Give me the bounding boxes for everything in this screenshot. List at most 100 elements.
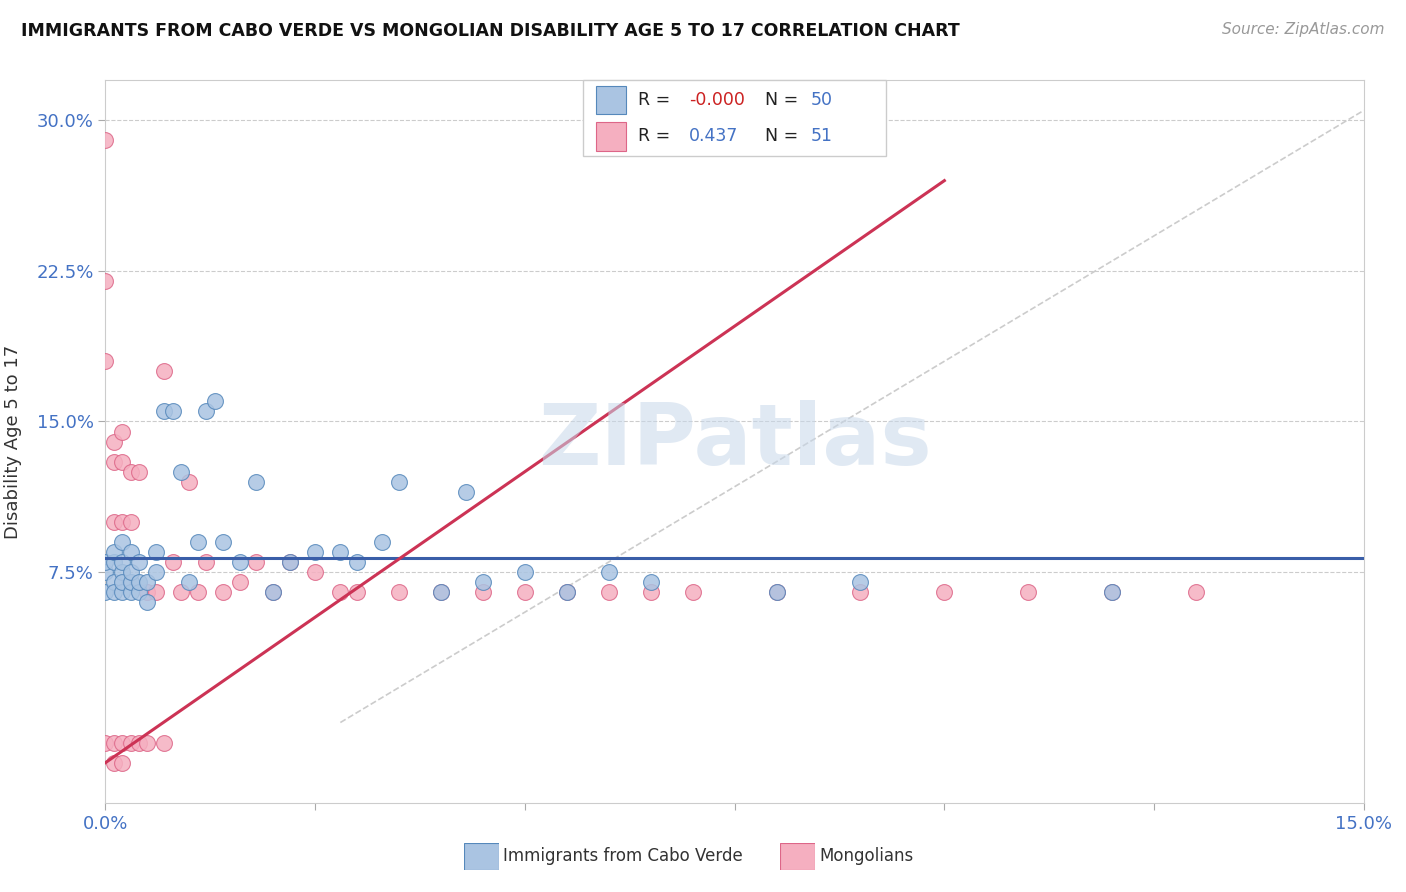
Point <box>228 574 250 589</box>
Point <box>120 585 142 599</box>
Point <box>765 585 787 599</box>
Point <box>128 735 150 749</box>
Point <box>103 515 125 529</box>
Point <box>153 735 176 749</box>
Point <box>120 545 142 559</box>
Point <box>128 574 150 589</box>
Point <box>103 585 125 599</box>
Point <box>136 595 159 609</box>
Point <box>598 585 620 599</box>
Point <box>513 585 536 599</box>
Point <box>204 394 226 409</box>
Point <box>103 756 125 770</box>
Point <box>598 565 620 579</box>
Point <box>640 574 662 589</box>
Point <box>388 585 411 599</box>
Point <box>153 404 176 418</box>
Point <box>120 565 142 579</box>
Point <box>111 585 134 599</box>
Point <box>111 574 134 589</box>
Point <box>212 534 235 549</box>
Point <box>94 274 117 288</box>
Point <box>128 585 150 599</box>
Point <box>94 585 117 599</box>
Point <box>170 585 193 599</box>
Point <box>555 585 578 599</box>
Point <box>162 555 184 569</box>
Point <box>111 565 134 579</box>
Point <box>471 574 495 589</box>
Point <box>430 585 453 599</box>
Point <box>120 735 142 749</box>
Point <box>195 555 218 569</box>
Point <box>103 735 125 749</box>
Point <box>136 574 159 589</box>
Point <box>111 534 134 549</box>
Point <box>640 585 662 599</box>
Bar <box>596 86 626 114</box>
Text: N =: N = <box>765 91 804 109</box>
Text: N =: N = <box>765 128 804 145</box>
Point <box>145 545 167 559</box>
Point <box>346 555 368 569</box>
Point <box>136 735 159 749</box>
Point <box>212 585 235 599</box>
Point <box>111 756 134 770</box>
Point <box>94 133 117 147</box>
Point <box>1185 585 1208 599</box>
Point <box>103 545 125 559</box>
Point <box>111 555 134 569</box>
Text: Source: ZipAtlas.com: Source: ZipAtlas.com <box>1222 22 1385 37</box>
Point <box>94 565 117 579</box>
Text: 50: 50 <box>810 91 832 109</box>
Point <box>111 425 134 439</box>
Text: R =: R = <box>638 128 676 145</box>
Text: -0.000: -0.000 <box>689 91 745 109</box>
Point <box>111 515 134 529</box>
Point <box>179 574 201 589</box>
Point <box>136 585 159 599</box>
Point <box>245 555 267 569</box>
Point <box>304 545 326 559</box>
Point <box>1101 585 1123 599</box>
Point <box>94 555 117 569</box>
Point <box>120 515 142 529</box>
Point <box>103 434 125 449</box>
Point <box>103 574 125 589</box>
Point <box>145 585 167 599</box>
Text: Immigrants from Cabo Verde: Immigrants from Cabo Verde <box>503 847 744 865</box>
Point <box>329 585 352 599</box>
Point <box>934 585 956 599</box>
Point <box>430 585 453 599</box>
Point <box>94 354 117 368</box>
Point <box>245 475 267 489</box>
Point <box>262 585 284 599</box>
Point <box>162 404 184 418</box>
Point <box>145 565 167 579</box>
Point <box>120 465 142 479</box>
Point <box>456 484 478 499</box>
Point <box>195 404 218 418</box>
Point <box>128 465 150 479</box>
Point <box>278 555 301 569</box>
Point <box>682 585 704 599</box>
Point <box>329 545 352 559</box>
Point <box>262 585 284 599</box>
Text: 51: 51 <box>810 128 832 145</box>
Point <box>849 585 872 599</box>
Point <box>111 735 134 749</box>
Point <box>304 565 326 579</box>
Point <box>471 585 495 599</box>
Point <box>187 585 209 599</box>
Point <box>103 455 125 469</box>
Point <box>555 585 578 599</box>
Bar <box>596 122 626 151</box>
Text: R =: R = <box>638 91 676 109</box>
Point <box>153 364 176 378</box>
Point <box>170 465 193 479</box>
Point <box>128 555 150 569</box>
Point <box>513 565 536 579</box>
Point <box>849 574 872 589</box>
Point <box>103 555 125 569</box>
Point <box>120 574 142 589</box>
